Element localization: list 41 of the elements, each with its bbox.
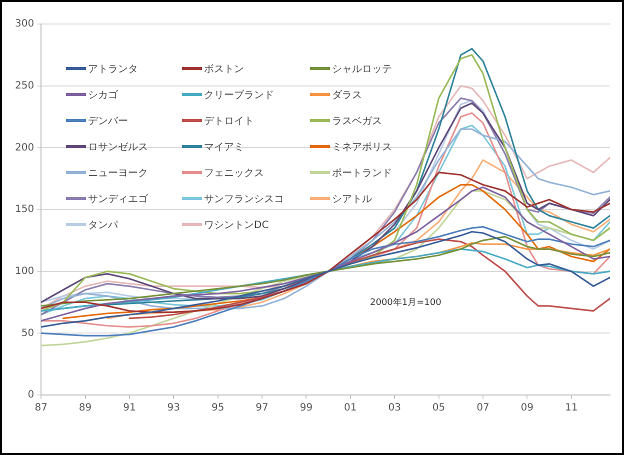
x-tick-label: 91 <box>123 402 136 414</box>
legend-label: ミネアポリス <box>332 140 392 154</box>
x-tick-label: 93 <box>167 402 180 414</box>
y-tick-label: 300 <box>14 18 34 30</box>
y-tick-label: 200 <box>14 142 34 154</box>
legend-label: ワシントンDC <box>204 218 269 232</box>
x-tick-label: 05 <box>432 402 446 414</box>
y-tick-label: 50 <box>21 328 34 339</box>
y-tick-label: 100 <box>14 266 34 277</box>
x-tick-label: 95 <box>211 402 224 414</box>
x-tick-label: 01 <box>344 402 357 414</box>
y-tick-label: 150 <box>14 204 34 216</box>
annotation: 2000年1月=100 <box>370 296 442 309</box>
legend-label: クリーブランド <box>204 88 274 102</box>
legend-label: マイアミ <box>204 140 244 154</box>
legend-label: ラスベガス <box>332 114 382 128</box>
legend-label: サンフランシスコ <box>204 192 284 206</box>
legend-label: フェニックス <box>204 166 264 180</box>
legend-label: シアトル <box>332 192 372 206</box>
legend-label: シャルロッテ <box>332 62 392 76</box>
legend-label: アトランタ <box>88 62 138 76</box>
legend-label: ダラス <box>332 88 362 102</box>
x-tick-label: 97 <box>256 402 268 414</box>
x-tick-label: 89 <box>78 402 92 414</box>
x-tick-label: 11 <box>564 402 578 414</box>
x-tick-label: 87 <box>34 402 48 414</box>
y-tick-label: 250 <box>14 80 34 92</box>
legend-label: ポートランド <box>332 166 392 180</box>
legend-label: シカゴ <box>88 88 118 102</box>
legend-label: タンパ <box>88 218 118 232</box>
x-tick-label: 03 <box>388 402 401 414</box>
legend-label: サンディエゴ <box>88 192 148 206</box>
y-tick-label: 0 <box>28 390 34 401</box>
legend-label: ニューヨーク <box>88 166 148 180</box>
legend-label: ボストン <box>204 62 244 76</box>
x-tick-label: 09 <box>520 402 534 414</box>
legend-label: デトロイト <box>204 114 254 128</box>
x-tick-label: 99 <box>300 402 313 414</box>
x-tick-label: 07 <box>476 402 490 414</box>
legend-label: ロサンゼルス <box>88 140 148 154</box>
legend-label: デンバー <box>88 114 128 128</box>
